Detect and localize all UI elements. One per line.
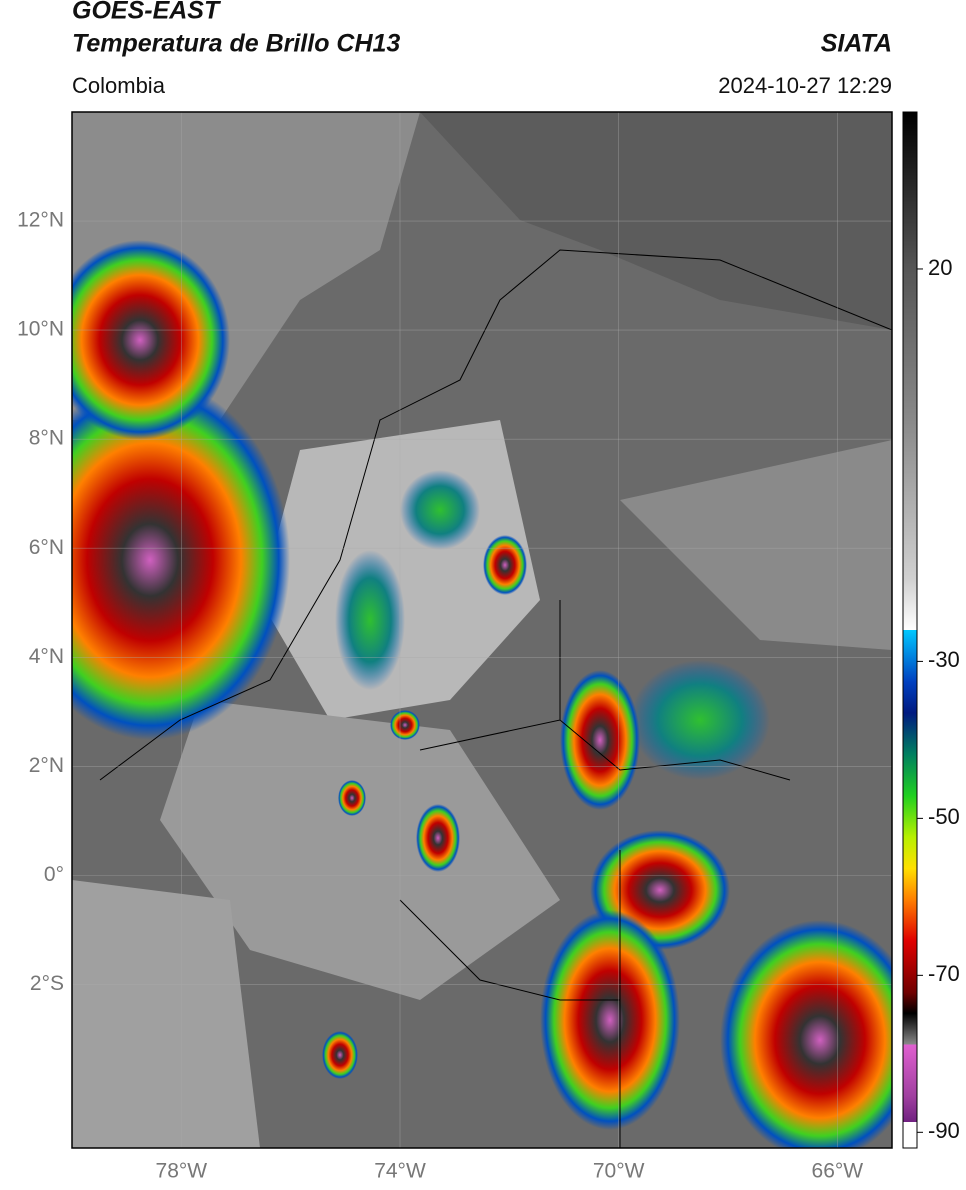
- region: Colombia: [72, 73, 166, 98]
- colorbar: [902, 111, 918, 1149]
- satellite-image: [72, 112, 892, 1148]
- lat-tick-label: 2°S: [30, 972, 64, 995]
- source: SIATA: [821, 30, 892, 58]
- lat-tick-label: 12°N: [17, 209, 64, 232]
- lat-tick-label: 4°N: [29, 645, 64, 668]
- colorbar-tick-label: -90: [928, 1118, 960, 1143]
- lat-tick-label: 6°N: [29, 536, 64, 559]
- colorbar-tick-label: -50: [928, 804, 960, 829]
- colorbar-tick-label: -70: [928, 961, 960, 986]
- colorbar-tick-label: -30: [928, 647, 960, 672]
- lat-tick-label: 10°N: [17, 318, 64, 341]
- subtitle: Temperatura de Brillo CH13: [72, 30, 400, 58]
- lon-tick-label: 78°W: [156, 1160, 208, 1183]
- lon-tick-label: 70°W: [593, 1160, 645, 1183]
- colorbar-tick-label: 20: [928, 255, 952, 280]
- lat-tick-label: 2°N: [29, 754, 64, 777]
- lat-tick-label: 8°N: [29, 427, 64, 450]
- datetime: 2024-10-27 12:29: [718, 73, 892, 98]
- lat-tick-label: 0°: [44, 863, 64, 886]
- lon-tick-label: 74°W: [374, 1160, 426, 1183]
- lon-tick-label: 66°W: [812, 1160, 864, 1183]
- map-frame: [71, 111, 893, 1149]
- title: GOES-EAST: [72, 0, 222, 25]
